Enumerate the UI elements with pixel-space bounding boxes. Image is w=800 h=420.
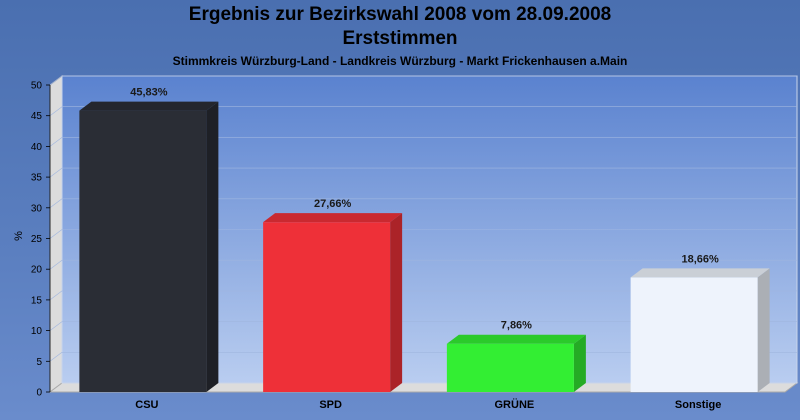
y-tick-label: 15 [31,295,43,306]
gridline-diag [49,259,63,270]
bar-top-1 [263,213,403,223]
y-tick-label: 25 [31,234,43,245]
gridline-diag [49,352,63,362]
data-label: 45,83% [130,87,168,99]
y-tick-label: 20 [31,265,43,276]
gridline-diag [49,75,63,86]
x-tick-label: Sonstige [675,399,721,411]
y-tick-label: 35 [31,173,43,184]
y-tick-label: 50 [31,81,43,92]
bar-top-0 [79,101,219,111]
y-tick-label: 0 [36,388,42,399]
x-tick-label: CSU [135,399,158,411]
gridline-diag [49,321,63,331]
gridline-diag [49,137,63,147]
bar-grüne [446,343,574,392]
x-tick-label: SPD [319,399,342,411]
y-tick-label: 45 [31,111,43,122]
y-axis-label: % [13,231,25,241]
chart-subtitle: Erststimmen [342,28,458,49]
bar-side-2 [573,334,586,392]
data-label: 18,66% [681,253,719,265]
chart-subtitle-region: Stimmkreis Würzburg-Land - Landkreis Wür… [172,54,628,68]
bar-top-2 [446,334,586,344]
bar-csu [79,110,207,393]
y-tick-label: 5 [36,357,42,368]
bar-side-3 [757,268,770,392]
x-tick-label: GRÜNE [495,398,535,411]
chart-title: Ergebnis zur Bezirkswahl 2008 vom 28.09.… [188,4,612,25]
bar-side-0 [206,101,219,393]
bar-sonstige [630,277,758,392]
gridline-diag [49,167,63,178]
bar-side-1 [390,213,403,392]
bar-top-3 [630,268,770,278]
gridline-diag [49,229,63,239]
y-tick-label: 40 [31,142,43,153]
y-tick-label: 10 [31,326,43,337]
y-tick-label: 30 [31,203,43,214]
data-label: 27,66% [314,198,352,210]
gridline-diag [49,106,63,116]
gridline-diag [49,290,63,301]
data-label: 7,86% [501,320,532,332]
bar-spd [263,222,391,392]
gridline-diag [49,198,63,209]
